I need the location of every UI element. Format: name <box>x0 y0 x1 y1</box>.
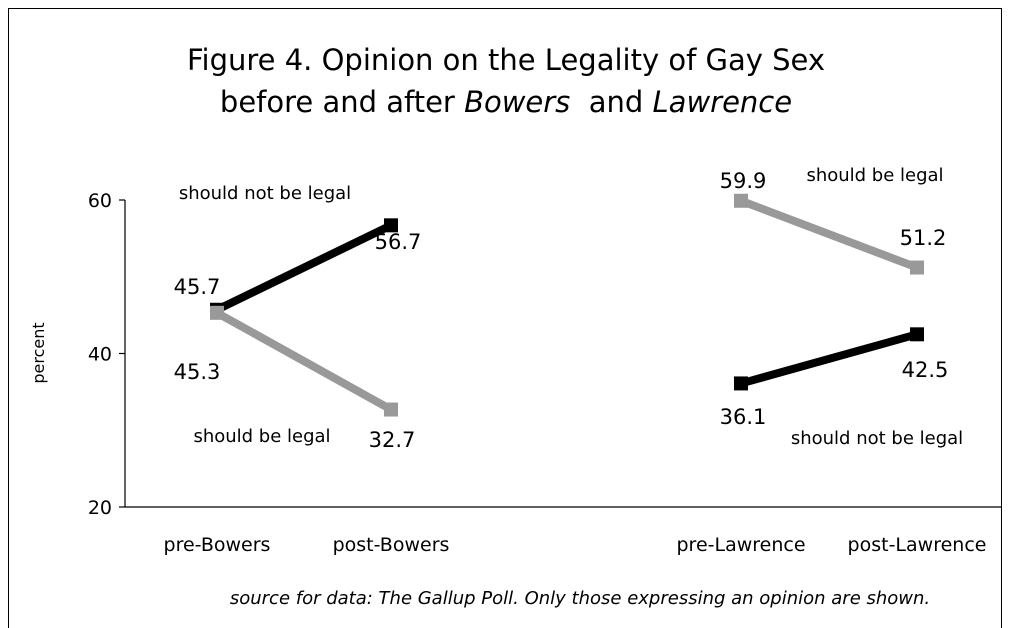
data-label-3: 32.7 <box>369 428 416 452</box>
series-line-0-0 <box>217 225 391 309</box>
x-tick-label-post-bowers: post-Bowers <box>333 534 450 556</box>
series-annotation-2: should be legal <box>806 165 943 186</box>
y-axis-label: percent <box>29 322 48 383</box>
series-annotation-3: should not be legal <box>791 428 963 449</box>
series-line-1-1 <box>741 334 917 383</box>
data-point-1-0-1 <box>910 261 924 275</box>
data-point-1-0-0 <box>734 194 748 208</box>
series-line-1-0 <box>741 201 917 268</box>
data-point-0-1-0 <box>210 306 224 320</box>
data-point-0-1-1 <box>384 403 398 417</box>
data-label-4: 59.9 <box>720 169 767 193</box>
x-tick-label-post-lawrence: post-Lawrence <box>848 534 987 556</box>
data-label-2: 45.3 <box>174 360 221 384</box>
data-label-1: 56.7 <box>375 230 422 254</box>
source-note: source for data: The Gallup Poll. Only t… <box>0 588 1012 609</box>
y-tick-label-20: 20 <box>88 497 112 519</box>
series-annotation-0: should not be legal <box>179 183 351 204</box>
y-tick-label-40: 40 <box>88 344 112 366</box>
data-label-6: 36.1 <box>720 405 767 429</box>
data-point-1-1-1 <box>910 327 924 341</box>
data-label-0: 45.7 <box>174 275 221 299</box>
y-tick-label-60: 60 <box>88 190 112 212</box>
data-point-1-1-0 <box>734 376 748 390</box>
x-tick-label-pre-lawrence: pre-Lawrence <box>676 534 805 556</box>
data-label-7: 42.5 <box>902 358 949 382</box>
series-line-0-1 <box>217 313 391 410</box>
data-label-5: 51.2 <box>900 226 947 250</box>
series-annotation-1: should be legal <box>193 426 330 447</box>
x-tick-label-pre-bowers: pre-Bowers <box>164 534 271 556</box>
